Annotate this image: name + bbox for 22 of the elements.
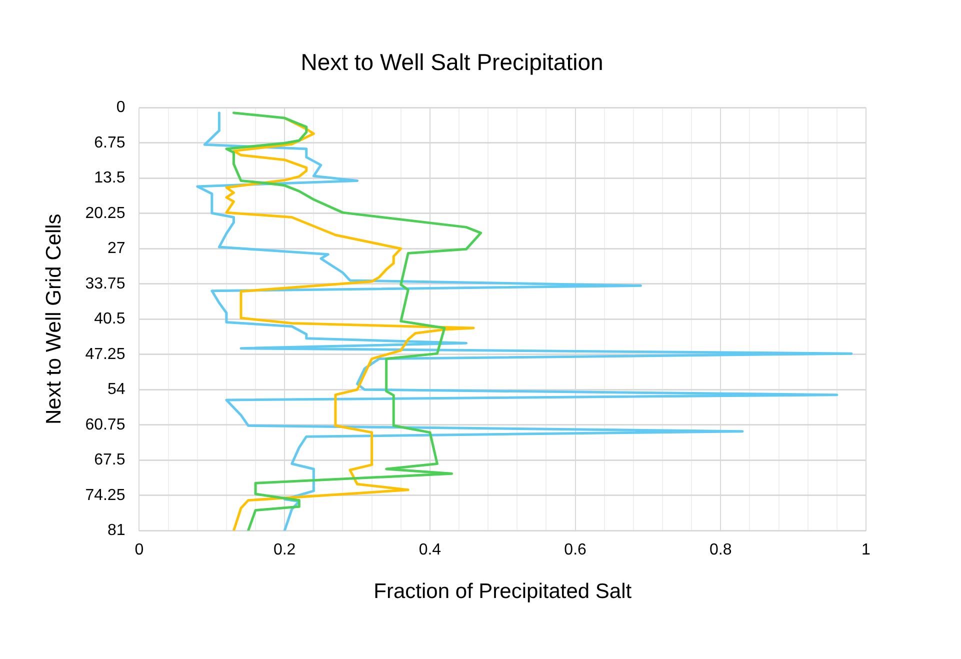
x-tick-label: 0.4 — [418, 542, 442, 559]
y-axis-title: Next to Well Grid Cells — [42, 214, 66, 425]
y-tick-label: 60.75 — [85, 416, 126, 434]
y-tick-label: 81 — [107, 522, 126, 540]
y-tick-label: 74.25 — [85, 486, 126, 504]
y-tick-label: 47.25 — [85, 346, 126, 363]
y-tick-label: 54 — [107, 381, 126, 398]
y-tick-label: 33.75 — [85, 275, 126, 292]
y-tick-label: 27 — [107, 240, 126, 258]
x-axis-title: Fraction of Precipitated Salt — [374, 580, 632, 604]
chart-title: Next to Well Salt Precipitation — [300, 49, 604, 76]
y-tick-label: 40.5 — [94, 310, 126, 328]
x-tick-label: 0.2 — [273, 542, 296, 559]
y-tick-label: 20.25 — [85, 204, 126, 222]
y-tick-label: 6.75 — [94, 134, 126, 152]
x-tick-label: 0.8 — [710, 542, 732, 559]
x-tick-label: 1 — [862, 542, 871, 559]
y-tick-label: 0 — [116, 99, 126, 116]
y-tick-label: 13.5 — [94, 170, 126, 187]
x-tick-label: 0 — [134, 542, 144, 559]
x-tick-label: 0.6 — [564, 542, 587, 559]
y-tick-label: 67.5 — [94, 452, 126, 469]
